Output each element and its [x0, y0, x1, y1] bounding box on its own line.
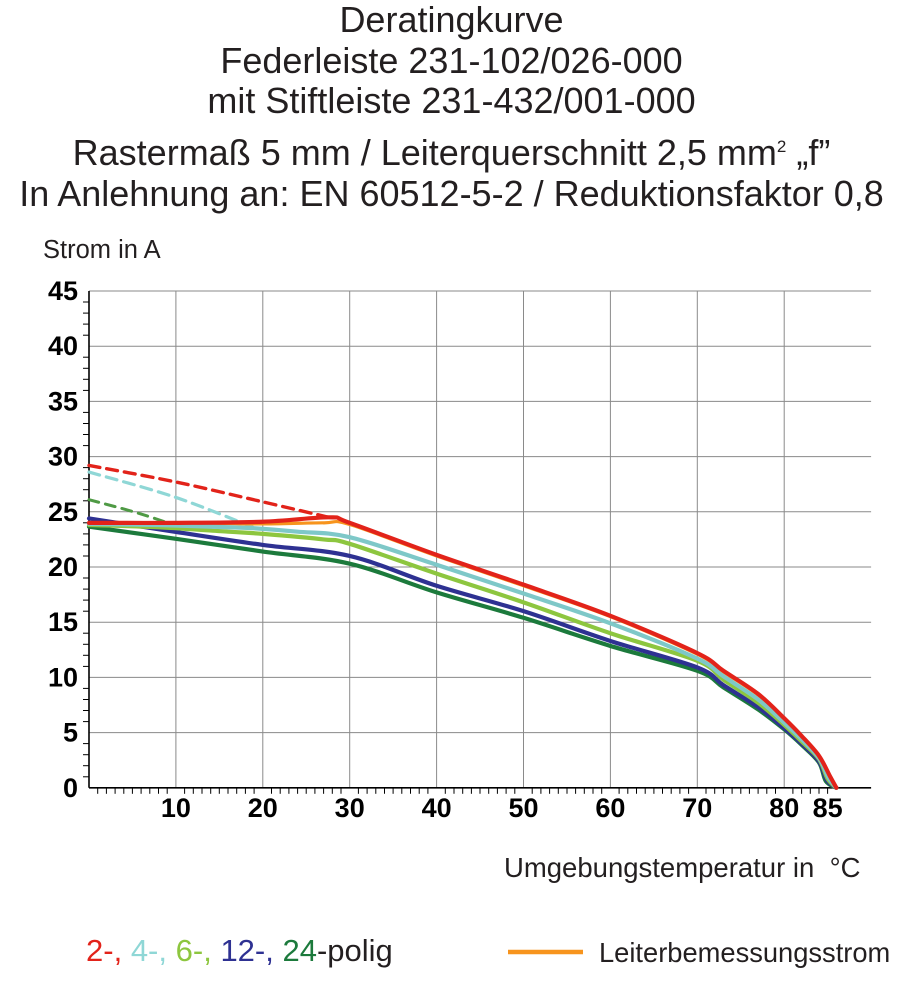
- svg-text:Leiterbemessungsstrom: Leiterbemessungsstrom: [599, 937, 890, 968]
- svg-text:20: 20: [248, 793, 278, 823]
- svg-text:10: 10: [48, 662, 78, 692]
- svg-text:25: 25: [48, 497, 78, 527]
- svg-text:70: 70: [682, 793, 712, 823]
- svg-text:50: 50: [508, 793, 538, 823]
- svg-text:45: 45: [48, 276, 78, 306]
- svg-text:5: 5: [63, 718, 78, 748]
- svg-text:15: 15: [48, 607, 78, 637]
- svg-text:10: 10: [161, 793, 191, 823]
- svg-text:40: 40: [422, 793, 452, 823]
- svg-text:80: 80: [769, 793, 799, 823]
- svg-text:40: 40: [48, 331, 78, 361]
- svg-text:0: 0: [63, 773, 78, 803]
- svg-text:35: 35: [48, 386, 78, 416]
- svg-text:85: 85: [813, 793, 843, 823]
- svg-text:30: 30: [48, 442, 78, 472]
- svg-text:2-, 4-, 6-, 12-, 24-polig: 2-, 4-, 6-, 12-, 24-polig: [86, 933, 393, 968]
- svg-text:60: 60: [595, 793, 625, 823]
- svg-text:30: 30: [335, 793, 365, 823]
- svg-text:20: 20: [48, 552, 78, 582]
